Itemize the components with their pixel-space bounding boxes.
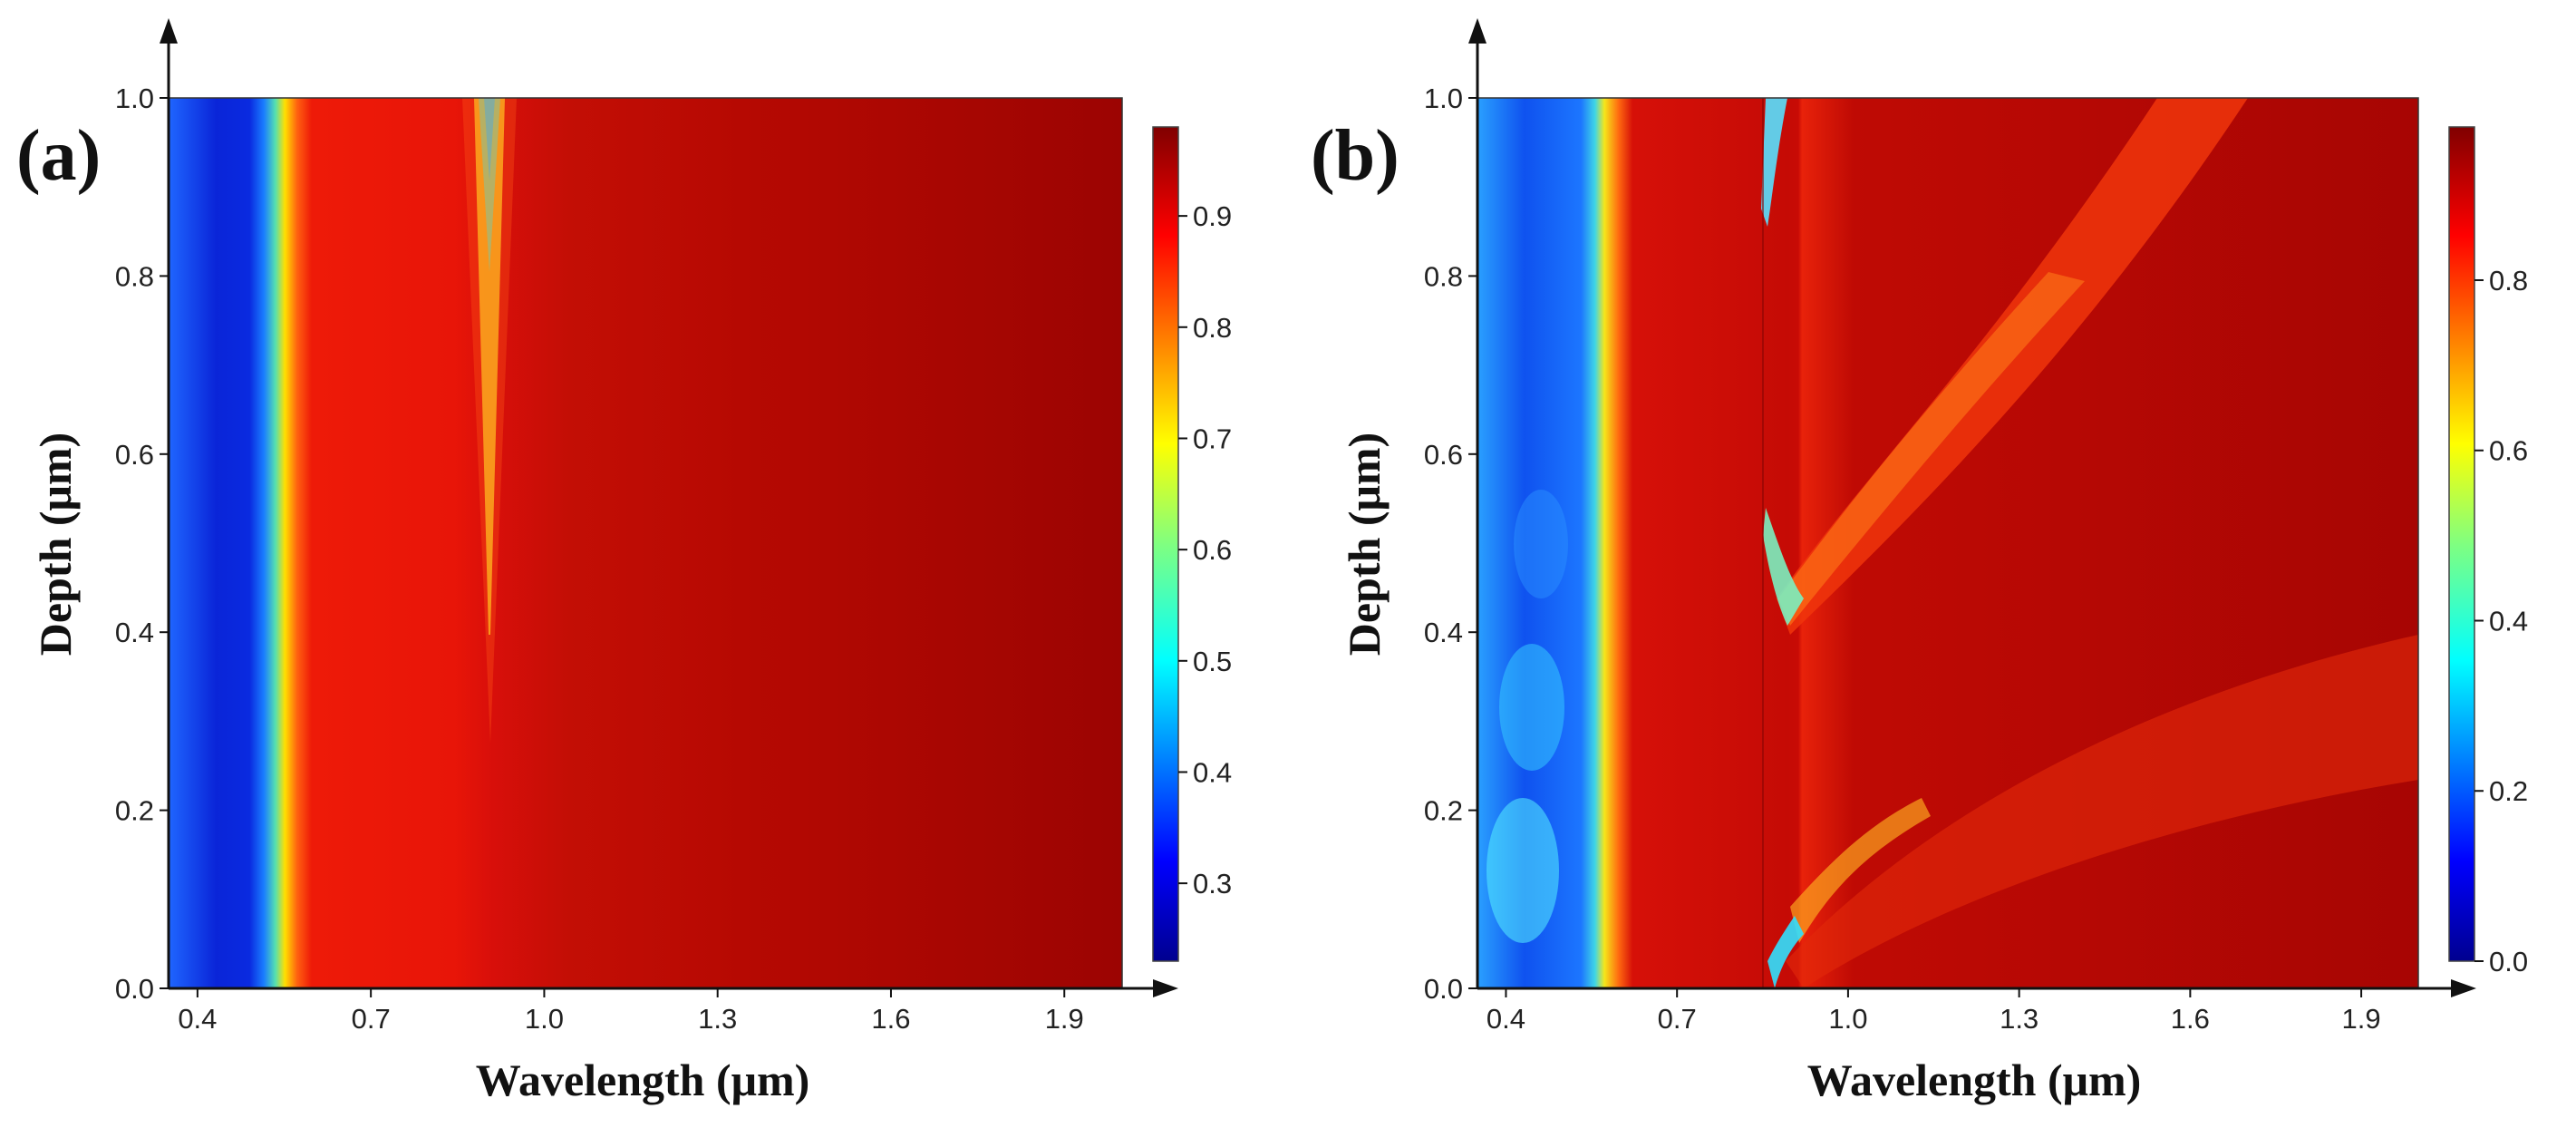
x-tick-label: 1.0 [1828,1003,1867,1035]
y-tick-label: 0.8 [115,260,154,292]
ticks-a: 0.4 0.7 1.0 1.3 1.6 1.9 0.0 0.2 0.4 0.6 0.8 1.0 [115,83,1084,1035]
y-axis-label-a: Depth (μm) [30,433,81,656]
y-axis-label-b: Depth (μm) [1339,433,1390,656]
y-axis-arrow-b [1468,18,1487,44]
colorbar-tick-label: 0.5 [1193,646,1232,677]
colorbar-ticks-a: 0.3 0.4 0.5 0.6 0.7 0.8 0.9 [1178,200,1232,899]
y-axis-arrow-a [160,18,178,44]
panel-a: 0.4 0.7 1.0 1.3 1.6 1.9 0.0 0.2 0.4 0.6 0.8 1.0 (a)… [16,18,1232,1105]
colorbar-b [2448,126,2475,962]
x-tick-label: 0.7 [352,1003,391,1035]
colorbar-tick-label: 0.6 [2489,435,2528,467]
ticks-b: 0.4 0.7 1.0 1.3 1.6 1.9 0.0 0.2 0.4 0.6 0.8 1.0 [1424,83,2381,1035]
x-axis-label-a: Wavelength (μm) [476,1055,810,1105]
colorbar-a [1152,126,1179,962]
colorbar-ticks-b: 0.0 0.2 0.4 0.6 0.8 [2474,265,2528,977]
colorbar-tick-label: 0.0 [2489,946,2528,977]
y-tick-label: 1.0 [115,83,154,114]
x-tick-label: 1.6 [2171,1003,2210,1035]
heatmap-a [169,98,1122,988]
y-tick-label: 0.8 [1424,260,1463,292]
colorbar-tick-label: 0.4 [2489,605,2528,637]
x-tick-label: 0.7 [1658,1003,1697,1035]
x-axis-arrow-a [1153,979,1178,997]
x-tick-label: 1.6 [871,1003,910,1035]
x-axis-arrow-b [2451,979,2476,997]
y-tick-label: 0.6 [115,439,154,471]
y-tick-label: 0.4 [115,617,154,648]
x-tick-label: 1.9 [1045,1003,1084,1035]
colorbar-tick-label: 0.8 [1193,312,1232,344]
heatmap-a-field [169,98,1122,988]
colorbar-tick-label: 0.8 [2489,265,2528,297]
x-tick-label: 1.0 [525,1003,564,1035]
y-tick-label: 0.0 [1424,973,1463,1005]
colorbar-tick-label: 0.2 [2489,775,2528,807]
y-tick-label: 0.2 [115,795,154,827]
y-tick-label: 0.0 [115,973,154,1005]
panel-label-a: (a) [16,116,101,196]
panel-label-b: (b) [1311,116,1399,196]
y-tick-label: 0.2 [1424,795,1463,827]
x-tick-label: 0.4 [178,1003,217,1035]
x-tick-label: 1.9 [2342,1003,2381,1035]
y-tick-label: 0.6 [1424,439,1463,471]
x-tick-label: 1.3 [2000,1003,2039,1035]
y-tick-label: 0.4 [1424,617,1463,648]
colorbar-tick-label: 0.7 [1193,423,1232,454]
colorbar-tick-label: 0.4 [1193,756,1232,788]
y-tick-label: 1.0 [1424,83,1463,114]
heatmap-b [1477,98,2418,988]
heatmap-a-dip [474,98,505,635]
colorbar-tick-label: 0.6 [1193,534,1232,566]
colorbar-tick-label: 0.9 [1193,200,1232,232]
colorbar-tick-label: 0.3 [1193,868,1232,899]
x-tick-label: 1.3 [698,1003,737,1035]
x-axis-label-b: Wavelength (μm) [1807,1055,2142,1105]
x-tick-label: 0.4 [1487,1003,1525,1035]
panel-b: 0.4 0.7 1.0 1.3 1.6 1.9 0.0 0.2 0.4 0.6 0.8 1.0 (b)… [1311,18,2528,1105]
